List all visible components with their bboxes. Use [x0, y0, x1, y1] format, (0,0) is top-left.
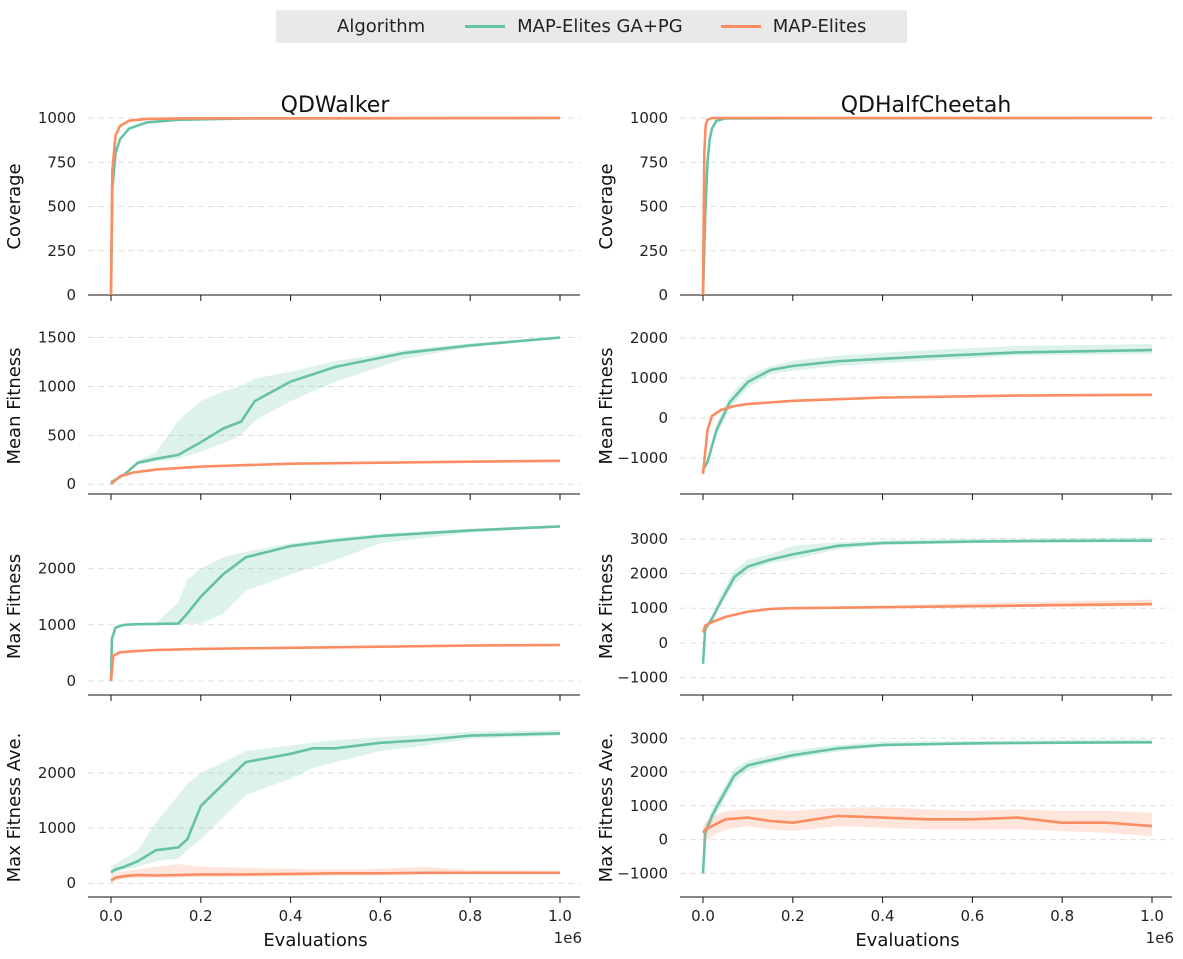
legend-swatch-ga-pg: [465, 25, 506, 28]
x-scale-label: 1e6: [1146, 929, 1174, 947]
y-tick-label: 500: [47, 426, 76, 444]
series-line-ga-pg: [701, 741, 1153, 874]
legend: Algorithm MAP-Elites GA+PG MAP-Elites: [276, 10, 907, 43]
series-band-ga-pg: [111, 525, 560, 681]
series-band-ga-pg: [703, 537, 1152, 664]
y-tick-label: 500: [47, 198, 76, 216]
y-axis-label: Mean Fitness: [596, 347, 617, 464]
y-axis-label: Max Fitness: [596, 554, 617, 659]
series-line-me: [110, 459, 561, 486]
series-line-ga-pg: [701, 348, 1153, 471]
y-axis-label: Mean Fitness: [4, 347, 25, 464]
y-tick-label: 0: [658, 286, 668, 304]
y-tick-label: 500: [639, 198, 668, 216]
x-scale-label: 1e6: [554, 929, 582, 947]
y-tick-label: 1000: [630, 797, 668, 815]
y-tick-label: 2000: [630, 763, 668, 781]
series-band-me: [703, 807, 1152, 847]
series-band-ga-pg: [703, 344, 1152, 470]
panel-2: 0 500 1000 1500 Mean Fitness: [4, 329, 580, 500]
y-tick-label: 0: [66, 874, 76, 892]
y-tick-label: 750: [47, 153, 76, 171]
y-tick-label: 250: [47, 242, 76, 260]
y-tick-label: 0: [66, 475, 76, 493]
series-line-ga-pg: [109, 525, 561, 682]
panel-4: 0 1000 2000 Max Fitness: [4, 525, 580, 701]
series-line-me: [109, 116, 561, 296]
panel-7: −1000 0 1000 2000 3000 0.0 0.2 0.4 0.6 0.8 1.0 Max …: [596, 729, 1172, 925]
y-tick-label: 250: [639, 242, 668, 260]
panel-5: −1000 0 1000 2000 3000 Max Fitness: [596, 530, 1172, 701]
series-line-me: [110, 871, 560, 882]
x-tick-label: 0.4: [279, 907, 303, 925]
series-line-ga-pg: [110, 732, 561, 874]
panel-0: 0 250 500 750 1000 Coverage: [4, 109, 580, 304]
x-tick-label: 0.0: [99, 907, 123, 925]
x-axis-label: Evaluations: [263, 930, 367, 951]
y-tick-label: 3000: [630, 530, 668, 548]
y-tick-label: 2000: [38, 560, 76, 578]
x-tick-label: 0.8: [1050, 907, 1074, 925]
y-tick-label: 0: [658, 634, 668, 652]
y-tick-label: −1000: [617, 864, 668, 882]
series-band-ga-pg: [111, 730, 560, 875]
y-tick-label: −1000: [617, 449, 668, 467]
x-tick-label: 1.0: [1140, 907, 1164, 925]
panel-3: −1000 0 1000 2000 Mean Fitness: [596, 329, 1172, 500]
x-tick-label: 0.6: [960, 907, 984, 925]
y-tick-label: 1000: [630, 109, 668, 127]
y-tick-label: 2000: [38, 764, 76, 782]
y-tick-label: 1000: [38, 616, 76, 634]
series-line-me: [701, 814, 1153, 834]
y-tick-label: 1000: [38, 377, 76, 395]
series-line-ga-pg: [110, 336, 561, 484]
y-tick-label: 2000: [630, 329, 668, 347]
column-title-qdwalker: QDWalker: [281, 93, 391, 118]
series-line-me: [109, 643, 561, 682]
y-tick-label: 1000: [630, 369, 668, 387]
x-tick-label: 0.6: [368, 907, 392, 925]
y-tick-label: 1500: [38, 329, 76, 347]
panels: 0 250 500 750 1000 Coverage 0 250 500 750 1000 Cove…: [4, 109, 1174, 951]
legend-swatch-me: [720, 25, 761, 28]
y-tick-label: 2000: [630, 565, 668, 583]
x-tick-label: 0.2: [189, 907, 213, 925]
y-axis-label: Max Fitness Ave.: [4, 733, 25, 883]
y-tick-label: 0: [66, 672, 76, 690]
x-tick-label: 0.0: [691, 907, 715, 925]
x-tick-label: 0.2: [781, 907, 805, 925]
y-tick-label: 0: [658, 409, 668, 427]
y-axis-label: Coverage: [596, 163, 617, 249]
y-tick-label: 1000: [630, 599, 668, 617]
panel-1: 0 250 500 750 1000 Coverage: [596, 109, 1172, 304]
column-title-qdhalfcheetah: QDHalfCheetah: [841, 93, 1012, 118]
legend-label-ga-pg: MAP-Elites GA+PG: [517, 16, 683, 37]
legend-item-ga-pg: MAP-Elites GA+PG: [465, 16, 683, 37]
legend-item-me: MAP-Elites: [720, 16, 867, 37]
y-tick-label: −1000: [617, 669, 668, 687]
y-axis-label: Coverage: [4, 163, 25, 249]
panel-6: 0 1000 2000 0.0 0.2 0.4 0.6 0.8 1.0 Max Fitness A…: [4, 730, 580, 925]
series-band-me: [703, 393, 1152, 474]
series-line-me: [701, 602, 1153, 633]
y-tick-label: 1000: [38, 819, 76, 837]
series-line-me: [701, 393, 1153, 475]
y-tick-label: 1000: [38, 109, 76, 127]
x-axis-label: Evaluations: [855, 930, 959, 951]
y-axis-label: Max Fitness: [4, 554, 25, 659]
y-tick-label: 3000: [630, 729, 668, 747]
series-line-ga-pg: [701, 539, 1153, 664]
series-line-me: [701, 116, 1152, 296]
legend-title: Algorithm: [337, 16, 426, 37]
legend-label-me: MAP-Elites: [772, 16, 867, 37]
x-tick-label: 0.4: [871, 907, 895, 925]
y-tick-label: 0: [658, 831, 668, 849]
y-tick-label: 750: [639, 153, 668, 171]
x-tick-label: 0.8: [458, 907, 482, 925]
x-tick-label: 1.0: [548, 907, 572, 925]
y-axis-label: Max Fitness Ave.: [596, 733, 617, 883]
y-tick-label: 0: [66, 286, 76, 304]
